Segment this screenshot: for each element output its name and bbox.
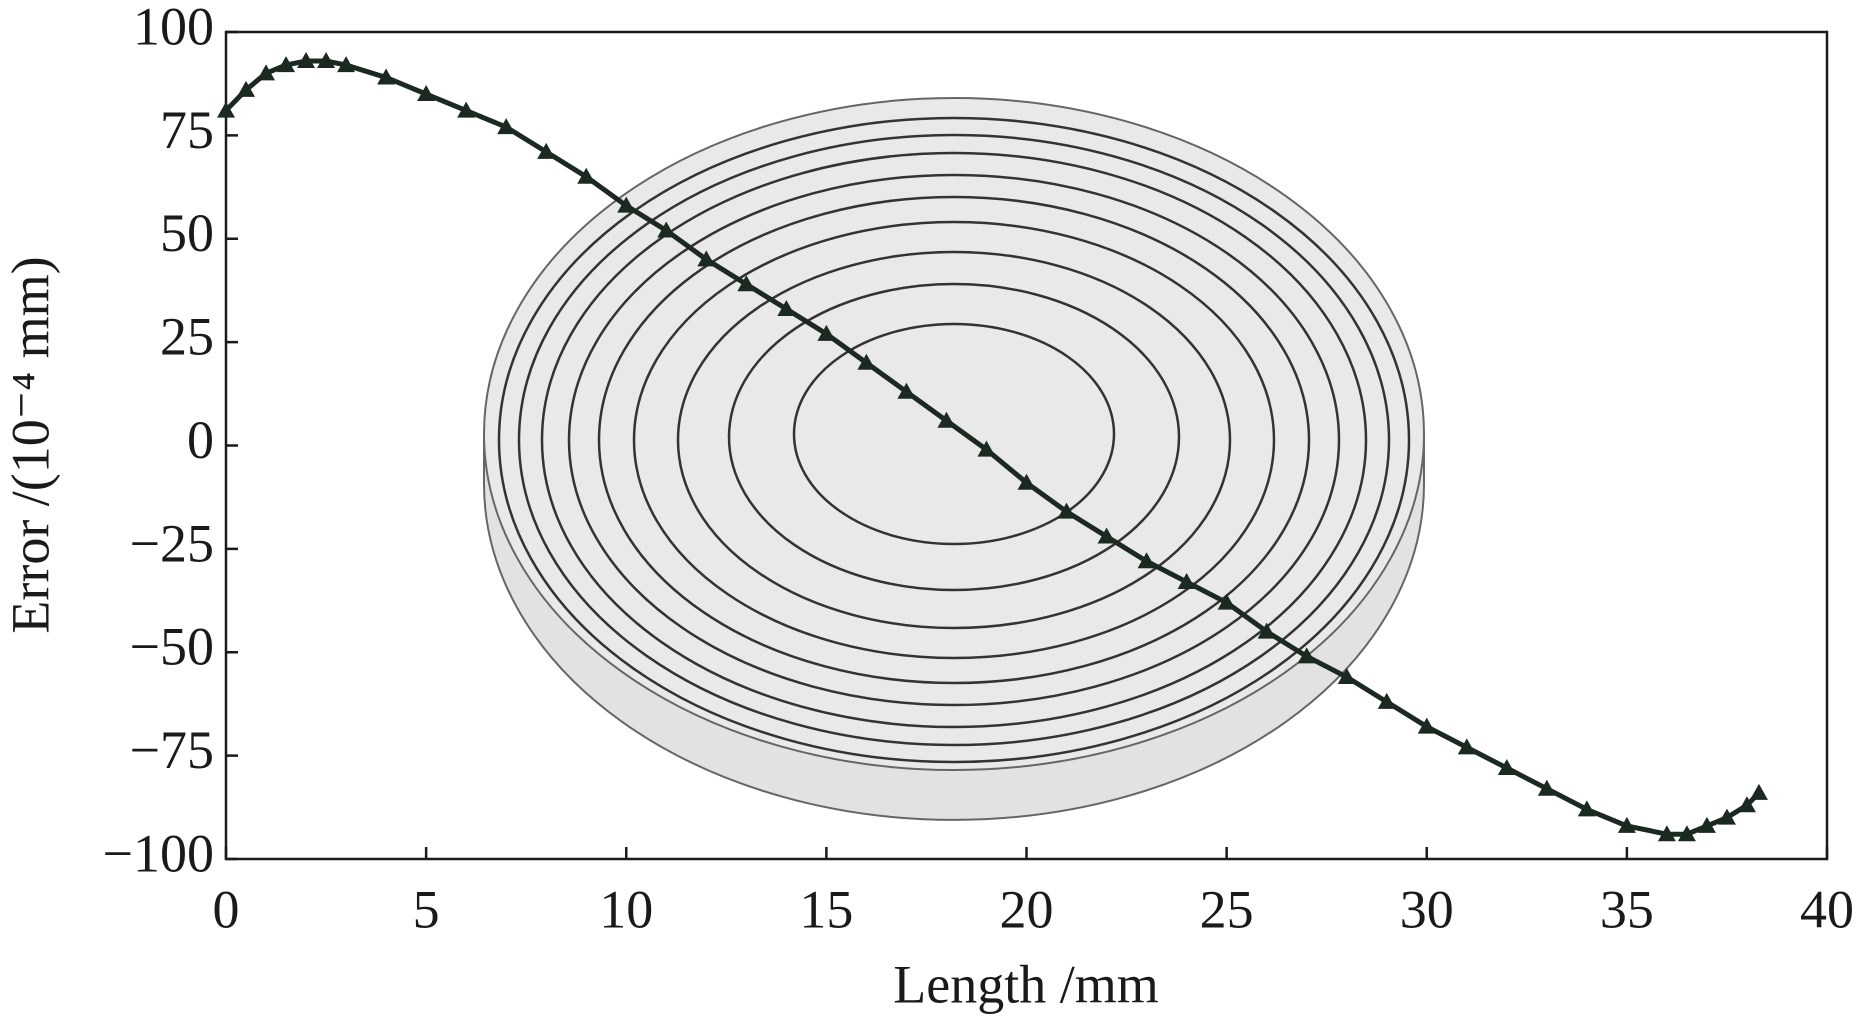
y-tick-label: 100 (133, 0, 214, 56)
marker (1417, 717, 1436, 734)
y-tick-label: −75 (130, 720, 214, 780)
marker (657, 221, 676, 238)
y-tick-label: −25 (130, 513, 214, 573)
marker (817, 324, 836, 341)
marker (417, 85, 436, 102)
marker (1297, 647, 1316, 664)
y-tick-label: 25 (160, 307, 214, 367)
marker (277, 56, 296, 73)
marker (1337, 668, 1356, 685)
marker (1017, 473, 1036, 490)
marker (577, 167, 596, 184)
marker (1457, 738, 1476, 755)
marker (1737, 796, 1756, 813)
marker (1717, 808, 1736, 825)
marker (897, 382, 916, 399)
marker (497, 118, 516, 135)
marker (317, 51, 336, 68)
marker (737, 275, 756, 292)
marker (617, 196, 636, 213)
marker (937, 411, 956, 428)
marker (1377, 692, 1396, 709)
marker (1697, 816, 1716, 833)
x-tick-label: 25 (1200, 879, 1254, 939)
x-tick-label: 0 (213, 879, 240, 939)
marker (377, 68, 396, 85)
marker (1657, 825, 1676, 842)
marker (1097, 527, 1116, 544)
x-tick-label: 30 (1400, 879, 1454, 939)
y-tick-label: 0 (187, 410, 214, 470)
marker (537, 142, 556, 159)
x-axis-label: Length /mm (893, 954, 1158, 1014)
marker (1749, 783, 1768, 800)
marker (697, 250, 716, 267)
marker (257, 64, 276, 81)
marker (1677, 825, 1696, 842)
x-tick-label: 35 (1600, 879, 1654, 939)
marker (337, 56, 356, 73)
x-tick-label: 20 (1000, 879, 1054, 939)
y-axis-label: Error /(10⁻⁴ mm) (0, 256, 60, 633)
marker (1497, 759, 1516, 776)
marker (217, 101, 235, 118)
x-tick-label: 15 (799, 879, 853, 939)
marker (237, 80, 256, 97)
y-tick-label: −50 (130, 617, 214, 677)
y-tick-label: 50 (160, 203, 214, 263)
marker (1577, 800, 1596, 817)
marker (1057, 502, 1076, 519)
y-tick-label: −100 (103, 823, 214, 883)
x-tick-label: 40 (1800, 879, 1854, 939)
marker (777, 300, 796, 317)
x-tick-label: 10 (599, 879, 653, 939)
marker (1177, 572, 1196, 589)
marker (1537, 779, 1556, 796)
y-tick-label: 75 (160, 100, 214, 160)
marker (1137, 552, 1156, 569)
marker (1217, 593, 1236, 610)
x-tick-label: 5 (413, 879, 440, 939)
marker (297, 51, 316, 68)
marker (1257, 622, 1276, 639)
marker (1617, 816, 1636, 833)
marker (457, 101, 476, 118)
marker (977, 440, 996, 457)
marker (857, 353, 876, 370)
